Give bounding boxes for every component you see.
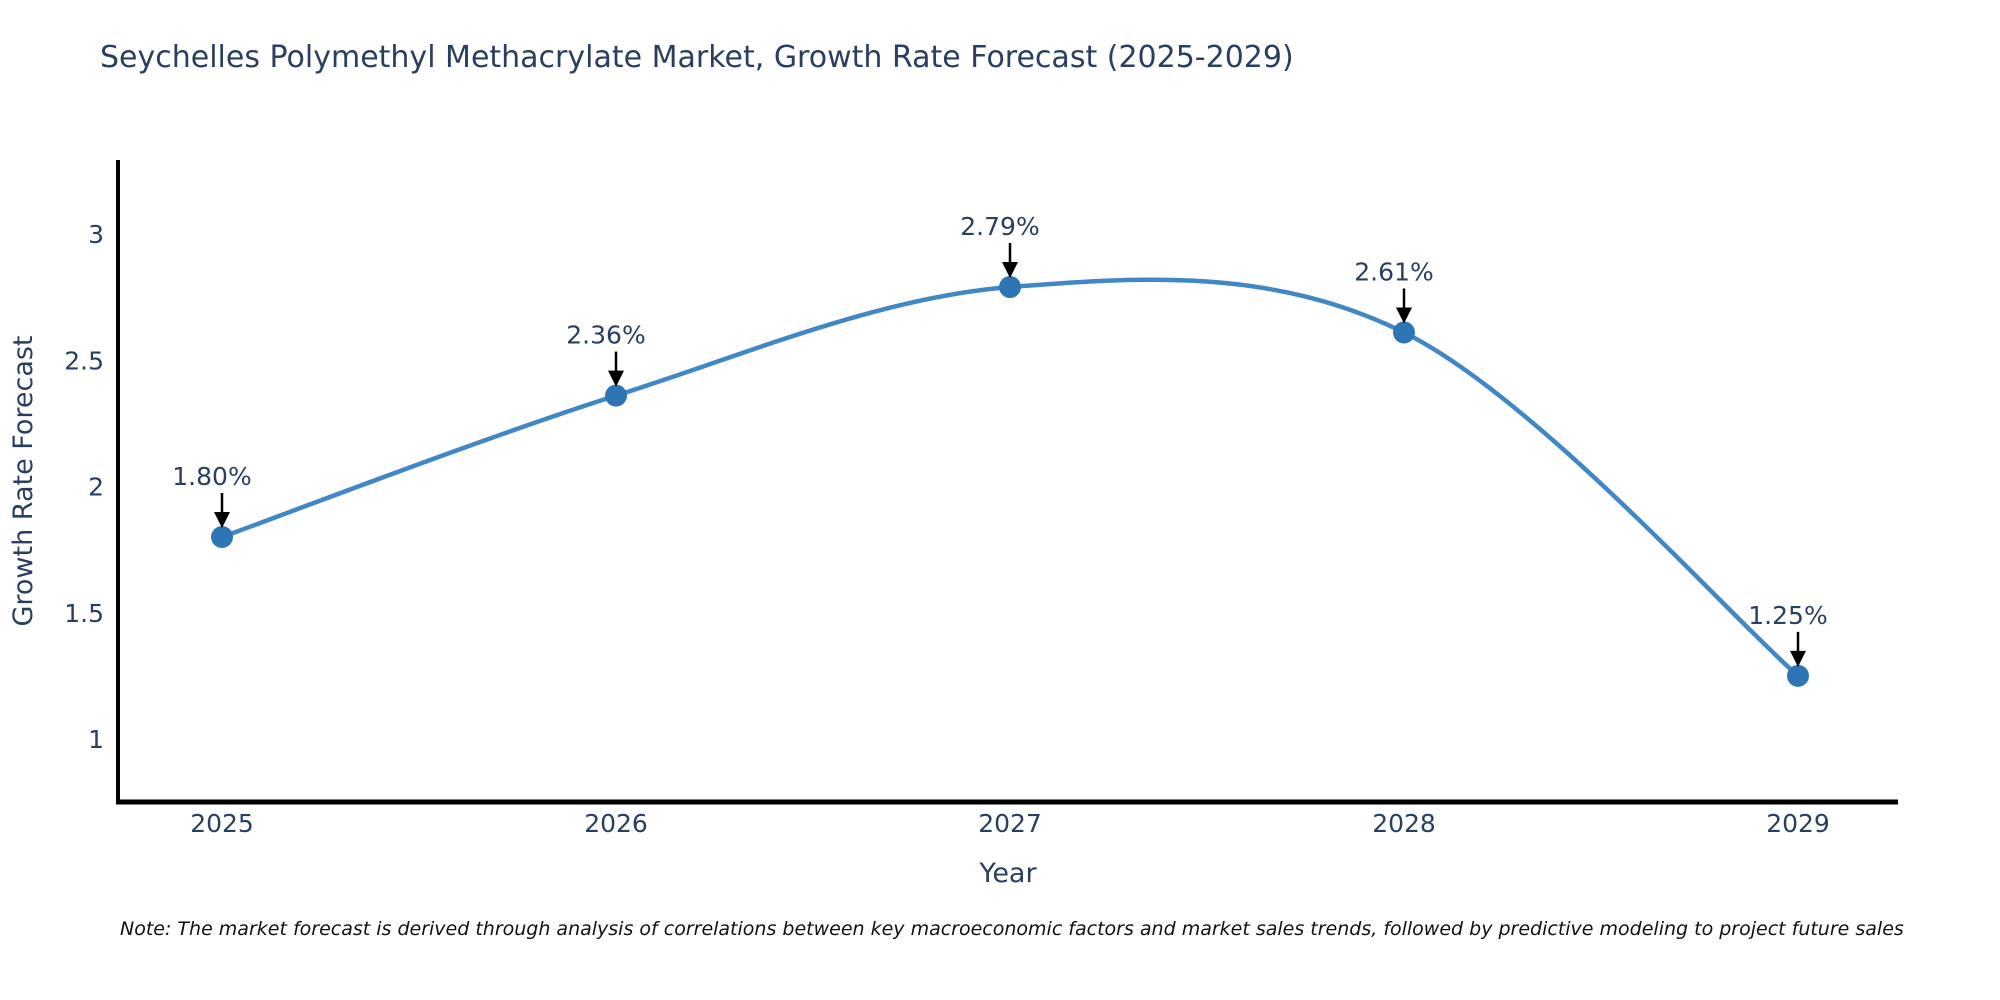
annotation-arrowhead [1396, 307, 1412, 324]
series-line [221, 277, 1800, 678]
y-tick-label: 2.5 [64, 346, 104, 375]
point-annotations: 1.80% 2.36% 2.79% 2.61% 1.25% [172, 212, 1828, 667]
annotation-arrowhead [1002, 262, 1018, 279]
y-axis-title: Growth Rate Forecast [8, 335, 39, 626]
x-tick-label: 2026 [584, 809, 648, 838]
data-point-marker [1393, 321, 1415, 344]
annotation-arrowhead [214, 512, 230, 528]
y-tick-label: 2 [88, 473, 104, 502]
growth-rate-series [211, 276, 1809, 687]
tick-labels: 1 1.5 2 2.5 3 2025 2026 2027 2028 2029 [64, 220, 1830, 838]
annotation-arrowhead [1790, 650, 1806, 667]
y-tick-label: 3 [88, 220, 104, 249]
data-point-marker [211, 526, 233, 548]
chart-title: Seychelles Polymethyl Methacrylate Marke… [100, 40, 1294, 75]
x-tick-label: 2028 [1372, 809, 1436, 838]
y-tick-label: 1 [88, 725, 104, 754]
point-value-label: 2.79% [960, 212, 1039, 241]
x-axis-title: Year [978, 858, 1037, 889]
data-point-marker [999, 276, 1021, 299]
point-value-label: 1.80% [172, 462, 251, 491]
point-value-label: 1.25% [1748, 601, 1827, 630]
footnote: Note: The market forecast is derived thr… [120, 918, 1904, 940]
x-tick-label: 2027 [978, 809, 1042, 838]
data-point-marker [1787, 664, 1809, 687]
data-point-marker [605, 384, 627, 407]
point-value-label: 2.61% [1354, 257, 1433, 286]
annotation-arrowhead [608, 370, 624, 387]
point-value-label: 2.36% [566, 321, 645, 350]
x-tick-label: 2025 [190, 809, 254, 838]
x-tick-label: 2029 [1766, 809, 1830, 838]
y-tick-label: 1.5 [64, 599, 104, 628]
axes [116, 160, 1898, 805]
